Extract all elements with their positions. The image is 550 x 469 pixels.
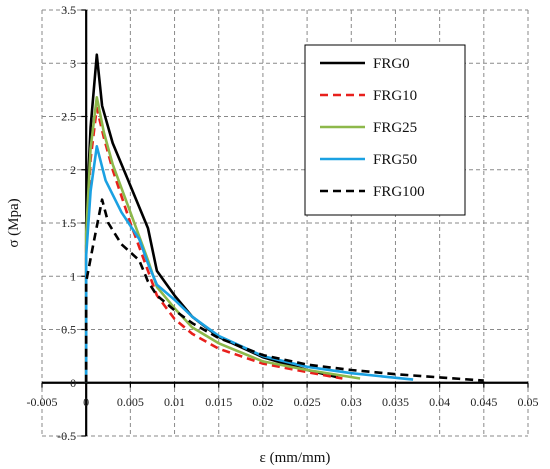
y-tick-label: 1 — [70, 269, 76, 283]
x-tick-label: 0.025 — [294, 395, 321, 409]
series-line-frg50 — [84, 145, 414, 383]
y-tick-label: 2 — [70, 163, 76, 177]
y-tick-label: 3 — [70, 56, 76, 70]
legend-label-frg10: FRG10 — [373, 88, 417, 104]
y-axis-title: σ (Mpa) — [6, 198, 22, 247]
x-tick-label: 0.01 — [164, 395, 185, 409]
x-tick-label: 0.03 — [341, 395, 362, 409]
y-tick-label: 0 — [70, 376, 76, 390]
x-tick-label: 0 — [83, 395, 89, 409]
x-axis-title: ε (mm/mm) — [260, 450, 331, 466]
x-tick-label: 0.045 — [470, 395, 497, 409]
x-tick-label: 0.015 — [205, 395, 232, 409]
series-line-frg100 — [84, 198, 484, 383]
y-tick-label: 2.5 — [61, 110, 76, 124]
axes: -0.005 0 0.005 0.01 0.015 0.02 0.025 0.03 0.035 0… — [27, 3, 539, 443]
x-tick-label: 0.035 — [382, 395, 409, 409]
x-tick-label: 0.05 — [518, 395, 539, 409]
y-tick-label: 0.5 — [61, 323, 76, 337]
x-tick-label: 0.005 — [117, 395, 144, 409]
y-tick-label: 1.5 — [61, 216, 76, 230]
legend: FRG0 FRG10 FRG25 FRG50 FRG100 — [304, 44, 466, 216]
series-lines — [84, 53, 484, 383]
x-tick-label: -0.005 — [27, 395, 58, 409]
legend-box — [304, 44, 466, 216]
y-tick-label: -0.5 — [57, 429, 76, 443]
legend-label-frg50: FRG50 — [373, 152, 417, 168]
legend-label-frg100: FRG100 — [373, 184, 425, 200]
legend-label-frg0: FRG0 — [373, 56, 410, 72]
x-tick-label: 0.04 — [429, 395, 450, 409]
y-tick-label: 3.5 — [61, 3, 76, 17]
legend-label-frg25: FRG25 — [373, 120, 417, 136]
x-tick-label: 0.02 — [252, 395, 273, 409]
